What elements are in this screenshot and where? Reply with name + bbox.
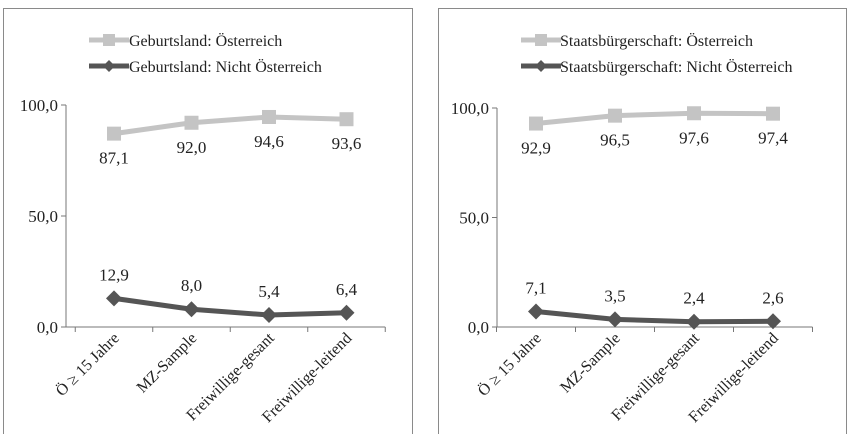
y-tick-label: 0,0 <box>468 318 489 337</box>
data-label: 6,4 <box>336 280 358 299</box>
data-label: 8,0 <box>181 276 202 295</box>
legend-marker-square <box>535 34 547 46</box>
data-point-diamond <box>686 313 702 330</box>
x-tick-label-mz-sample: MZ-Sample <box>134 330 201 397</box>
legend-label: Staatsbürgerschaft: Österreich <box>560 32 753 50</box>
data-point-diamond <box>338 304 355 321</box>
x-tick-label-oe-15-jahre: Ö ≥ 15 Jahre <box>52 329 123 400</box>
data-label: 97,6 <box>679 128 709 147</box>
y-tick-label: 50,0 <box>459 209 489 228</box>
legend-label: Staatsbürgerschaft: Nicht Österreich <box>560 58 793 76</box>
x-tick-label-mz-sample: MZ-Sample <box>557 330 624 397</box>
data-label: 7,1 <box>525 278 546 297</box>
data-label: 94,6 <box>254 132 284 151</box>
data-point-square <box>608 108 622 123</box>
y-tick-label: 100,0 <box>20 96 58 115</box>
data-label: 97,4 <box>758 129 788 148</box>
data-point-diamond <box>183 301 200 318</box>
legend-item-nicht-oesterreich: Geburtsland: Nicht Österreich <box>89 58 322 76</box>
data-point-diamond <box>261 307 277 324</box>
legend-marker-diamond <box>103 60 115 72</box>
data-label: 92,0 <box>177 138 207 157</box>
data-label: 3,5 <box>604 286 625 305</box>
y-tick-label: 0,0 <box>37 318 58 337</box>
data-point-square <box>184 115 199 130</box>
data-point-square <box>262 109 276 124</box>
legend-label: Geburtsland: Österreich <box>129 32 282 50</box>
data-label: 12,9 <box>99 265 129 284</box>
data-point-square <box>107 126 121 141</box>
x-tick-label-oe-15-jahre: Ö ≥ 15 Jahre <box>474 329 545 400</box>
data-point-square <box>687 106 701 121</box>
data-label: 96,5 <box>600 131 630 150</box>
series-line-nicht-oesterreich <box>535 308 774 325</box>
chart-panel-citizenship: 0,0 50,0 100,0 Ö ≥ 15 Jahre MZ-Sample Freiwil… <box>438 8 847 434</box>
data-point-square <box>529 116 543 131</box>
legend-marker-diamond <box>535 60 547 72</box>
data-label: 87,1 <box>99 149 129 168</box>
series-line-nicht-oesterreich <box>113 295 347 318</box>
legend-item-nicht-oesterreich: Staatsbürgerschaft: Nicht Österreich <box>521 58 793 76</box>
data-point-square <box>339 112 354 127</box>
y-tick-label: 100,0 <box>451 99 489 118</box>
data-label: 92,9 <box>521 139 551 158</box>
series-line-oesterreich <box>535 110 774 127</box>
data-point-diamond <box>607 311 623 328</box>
legend-item-oesterreich: Geburtsland: Österreich <box>89 32 282 50</box>
data-point-diamond <box>765 313 781 330</box>
data-label: 2,4 <box>683 289 705 308</box>
chart-panel-birth-country: 0,0 50,0 100,0 Ö ≥ 15 Jahre MZ-Sample Freiwil… <box>3 8 413 434</box>
data-point-diamond <box>528 303 544 320</box>
data-label: 2,6 <box>762 288 783 307</box>
data-point-square <box>766 106 780 121</box>
y-tick-label: 50,0 <box>28 207 58 226</box>
legend-label: Geburtsland: Nicht Österreich <box>129 58 322 76</box>
legend-item-oesterreich: Staatsbürgerschaft: Österreich <box>521 32 753 50</box>
legend-marker-square <box>103 34 115 46</box>
series-line-oesterreich <box>113 114 347 137</box>
data-point-diamond <box>106 290 122 307</box>
data-label: 93,6 <box>332 134 362 153</box>
data-label: 5,4 <box>258 282 280 301</box>
